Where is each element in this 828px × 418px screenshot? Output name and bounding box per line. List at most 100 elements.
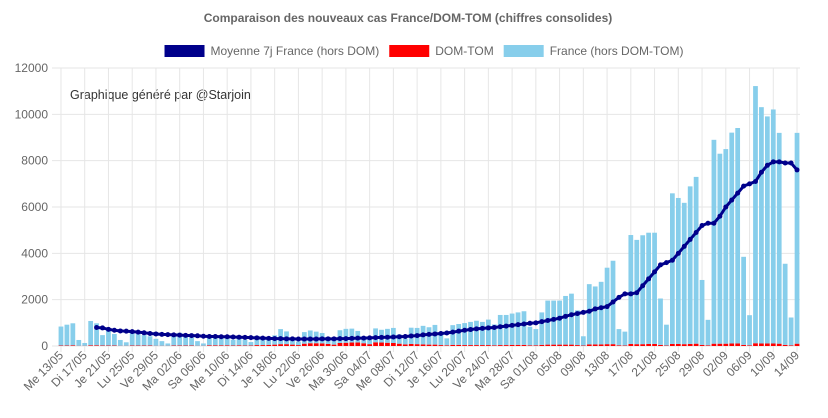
bar [284,344,289,346]
line-point [111,327,117,333]
bar [515,344,521,346]
bar [521,344,527,346]
bar [485,319,491,346]
bar [764,116,770,344]
bar [272,344,278,346]
bar [474,345,479,346]
bar [165,343,171,346]
bar [557,300,562,345]
bar [675,343,681,346]
bar [420,344,426,346]
bar [414,344,420,346]
line-point [729,197,735,203]
bar [290,344,295,346]
bar [551,344,557,346]
bar [723,343,729,346]
bar [759,343,764,346]
line-point [741,183,747,189]
line-point [414,333,420,339]
bar [301,343,307,346]
bar [236,345,242,346]
line-point [206,334,212,340]
bar [94,323,99,346]
line-point [384,334,390,340]
line-point [373,335,379,341]
legend-label: DOM-TOM [435,44,493,58]
bar [687,186,693,344]
line-point [592,306,598,312]
y-tick-label: 8000 [21,154,48,168]
bar [592,286,598,345]
line-point [396,334,402,340]
chart-title: Comparaison des nouveaux cas France/DOM-… [204,11,613,25]
line-point [794,167,800,173]
bar [670,193,675,344]
y-tick-label: 2000 [21,293,48,307]
x-tick-label: 29/08 [676,348,707,379]
bar [794,343,800,346]
line-point [218,334,224,340]
line-point [325,336,331,342]
bar [711,343,717,346]
bar [586,344,592,346]
bar [782,344,788,346]
bar [337,342,343,346]
bar [509,313,515,345]
bar [212,334,218,346]
line-point [337,336,343,342]
line-point [580,309,586,315]
bar [58,326,64,346]
legend-swatch [503,45,544,57]
bar [497,345,503,346]
line-point [349,335,355,341]
bar [693,176,699,344]
x-tick-label: 09/08 [557,348,588,379]
bar [575,345,580,346]
line-point [135,329,141,335]
line-point [194,333,200,339]
line-point [586,308,592,314]
line-point [343,336,349,342]
bar [729,132,735,344]
bar [468,345,473,346]
bar [539,312,545,345]
bar [652,343,657,346]
bar [586,284,592,345]
bar [70,345,76,346]
legend: Moyenne 7j France (hors DOM) DOM-TOM Franc… [164,44,684,58]
bar [497,314,503,346]
line-point [361,335,367,341]
y-tick-label: 0 [41,339,48,353]
bar [254,335,260,346]
bar [183,336,188,346]
line-point [473,326,479,332]
bar [741,256,746,345]
line-point [640,283,646,289]
bar [349,328,355,343]
bar [592,344,598,346]
bar [468,321,473,346]
bar [325,343,331,346]
legend-label: France (hors DOM-TOM) [550,44,684,58]
bar [717,153,723,344]
line-point [604,304,610,310]
x-tick-label: 13/08 [581,348,612,379]
line-point [307,336,313,342]
bar [622,331,628,346]
line-point [200,333,206,339]
line-point [693,229,699,235]
line-point [711,220,717,226]
bar [450,325,456,345]
line-point [171,332,177,338]
bar [373,342,378,346]
bar [474,320,479,346]
bar [189,337,194,346]
bar [218,345,224,346]
x-tick-label: 05/08 [534,348,565,379]
bar [640,344,646,346]
line-point [764,162,770,168]
line-point [183,332,189,338]
bar [456,323,462,345]
line-point [634,290,640,296]
x-tick-label: 10/09 [747,348,778,379]
